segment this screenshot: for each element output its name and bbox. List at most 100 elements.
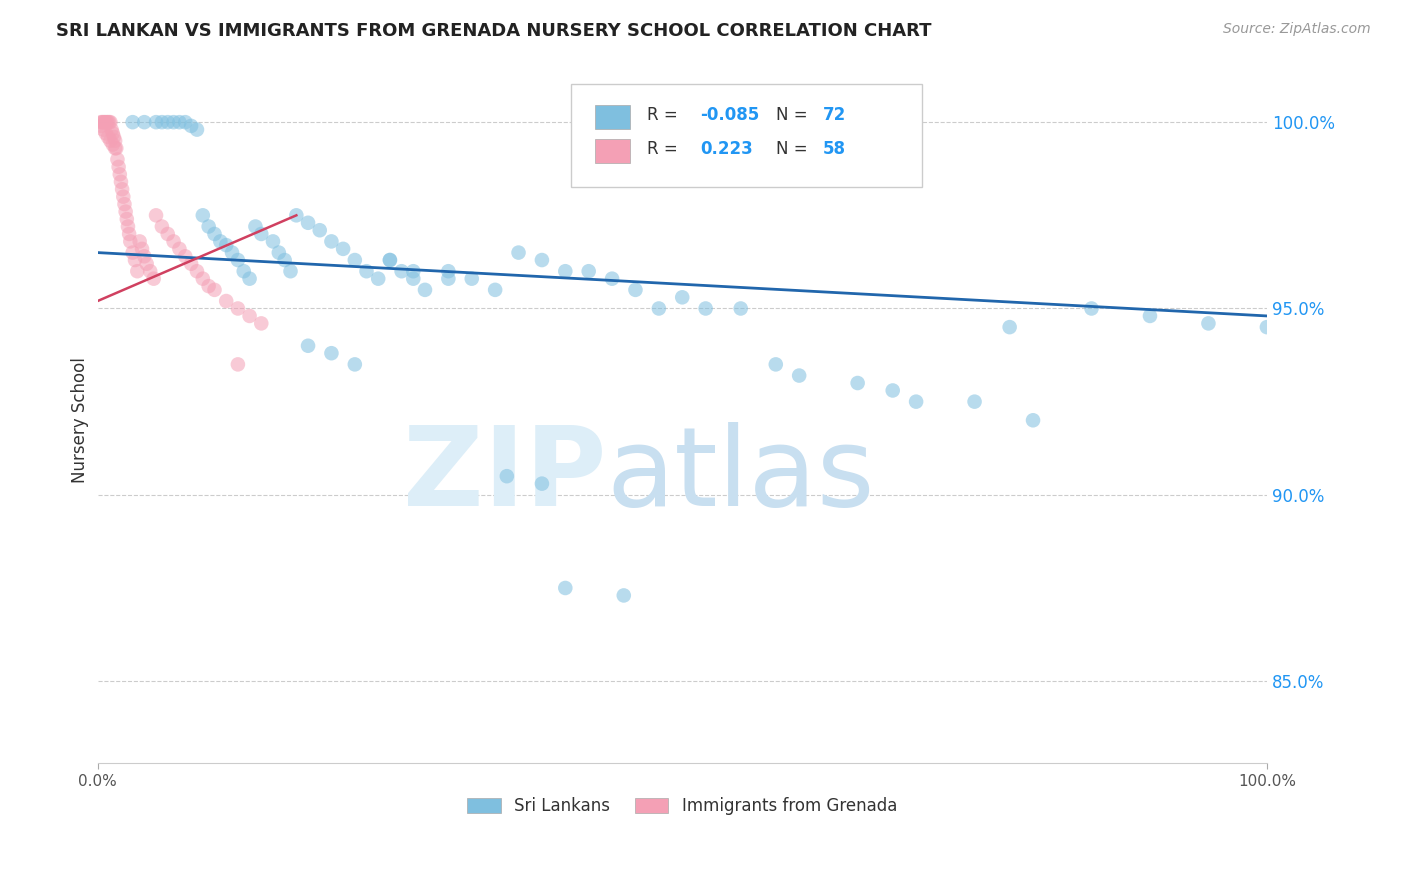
Point: [578, 264, 600, 278]
Point: [437, 271, 460, 285]
Point: [530, 476, 553, 491]
Point: [93, 115, 115, 129]
Point: [156, 227, 179, 241]
Point: [110, 175, 132, 189]
Point: [197, 219, 219, 234]
Point: [1022, 413, 1045, 427]
Point: [308, 223, 330, 237]
Point: [114, 197, 136, 211]
Point: [162, 235, 184, 249]
Point: [118, 227, 141, 241]
Point: [96, 115, 118, 129]
Point: [94, 115, 117, 129]
Point: [162, 115, 184, 129]
Point: [156, 115, 179, 129]
Point: [97, 115, 120, 129]
Point: [107, 160, 129, 174]
Point: [103, 130, 125, 145]
Point: [343, 358, 366, 372]
Point: [262, 235, 284, 249]
Point: [437, 264, 460, 278]
Point: [204, 227, 226, 241]
Point: [115, 212, 138, 227]
Point: [730, 301, 752, 316]
Point: [180, 119, 202, 133]
Point: [186, 264, 208, 278]
Point: [142, 271, 165, 285]
Text: SRI LANKAN VS IMMIGRANTS FROM GRENADA NURSERY SCHOOL CORRELATION CHART: SRI LANKAN VS IMMIGRANTS FROM GRENADA NU…: [56, 22, 932, 40]
Point: [209, 235, 232, 249]
Point: [114, 204, 136, 219]
Point: [530, 253, 553, 268]
Point: [239, 309, 262, 323]
Point: [905, 394, 928, 409]
Text: N =: N =: [776, 106, 807, 124]
Point: [600, 271, 623, 285]
Point: [508, 245, 530, 260]
Point: [93, 122, 115, 136]
Point: [121, 115, 143, 129]
Text: 58: 58: [823, 140, 845, 159]
Text: atlas: atlas: [606, 422, 875, 529]
Point: [1256, 320, 1278, 334]
Point: [624, 283, 647, 297]
Point: [108, 167, 131, 181]
Text: ZIP: ZIP: [404, 422, 606, 529]
Point: [111, 182, 134, 196]
Point: [112, 190, 135, 204]
Point: [765, 358, 787, 372]
Point: [186, 122, 208, 136]
Point: [150, 219, 173, 234]
Point: [250, 227, 273, 241]
Text: R =: R =: [647, 140, 678, 159]
Point: [367, 271, 389, 285]
Point: [121, 245, 143, 260]
Point: [94, 126, 117, 140]
Text: -0.085: -0.085: [700, 106, 759, 124]
Point: [280, 264, 302, 278]
Point: [882, 384, 904, 398]
Point: [356, 264, 378, 278]
Point: [127, 264, 149, 278]
Point: [226, 358, 249, 372]
FancyBboxPatch shape: [571, 85, 922, 187]
Point: [90, 119, 112, 133]
FancyBboxPatch shape: [595, 139, 630, 163]
Point: [98, 115, 121, 129]
Point: [321, 235, 343, 249]
Text: 0.223: 0.223: [700, 140, 752, 159]
Point: [378, 253, 401, 268]
Point: [131, 242, 153, 256]
Text: N =: N =: [776, 140, 807, 159]
Point: [321, 346, 343, 360]
Point: [267, 245, 290, 260]
Point: [145, 115, 167, 129]
Point: [135, 257, 157, 271]
Point: [215, 293, 238, 308]
Point: [461, 271, 484, 285]
Point: [285, 208, 308, 222]
Point: [191, 208, 214, 222]
Point: [100, 134, 122, 148]
Point: [107, 153, 129, 167]
Point: [846, 376, 869, 390]
Point: [1080, 301, 1102, 316]
Point: [104, 134, 127, 148]
Point: [91, 115, 114, 129]
Point: [402, 264, 425, 278]
Point: [239, 271, 262, 285]
Point: [104, 141, 127, 155]
Point: [554, 581, 576, 595]
Point: [124, 253, 146, 268]
Point: [648, 301, 671, 316]
Point: [128, 235, 150, 249]
Point: [215, 238, 238, 252]
Point: [232, 264, 254, 278]
Point: [221, 245, 243, 260]
Point: [963, 394, 986, 409]
Point: [134, 115, 156, 129]
Point: [695, 301, 717, 316]
Point: [101, 137, 124, 152]
Point: [787, 368, 810, 383]
Point: [484, 283, 506, 297]
